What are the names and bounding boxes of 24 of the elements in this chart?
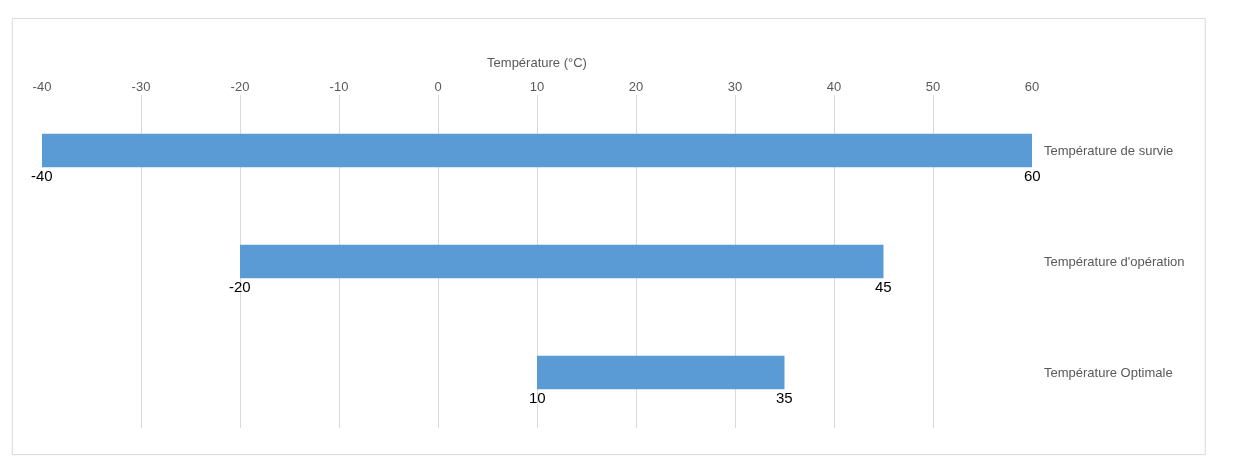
x-tick-label: -40 xyxy=(32,79,52,95)
x-tick-label: 40 xyxy=(826,79,842,95)
annotation: 45 xyxy=(875,278,892,295)
x-tick-label: 50 xyxy=(925,79,941,95)
annotation: -20 xyxy=(229,278,251,295)
bar xyxy=(537,355,785,390)
x-tick-label: 60 xyxy=(1024,79,1040,95)
x-axis-title: Température (°C) xyxy=(487,55,587,71)
annotation: 35 xyxy=(776,389,793,406)
bar xyxy=(240,244,884,279)
annotation: 10 xyxy=(529,389,546,406)
x-tick-label: -20 xyxy=(230,79,250,95)
x-tick-label: -30 xyxy=(131,79,151,95)
y-tick-label: Température d'opération xyxy=(1044,254,1185,269)
x-tick-label: 0 xyxy=(434,79,442,95)
x-tick-label: -10 xyxy=(329,79,349,95)
x-tick-label: 30 xyxy=(727,79,743,95)
x-tick-label: 10 xyxy=(529,79,545,95)
annotation: 60 xyxy=(1024,167,1041,184)
y-tick-label: Température Optimale xyxy=(1044,365,1173,380)
x-tick-label: 20 xyxy=(628,79,644,95)
annotation: -40 xyxy=(31,167,53,184)
y-tick-label: Température de survie xyxy=(1044,143,1174,158)
bar xyxy=(42,133,1032,168)
